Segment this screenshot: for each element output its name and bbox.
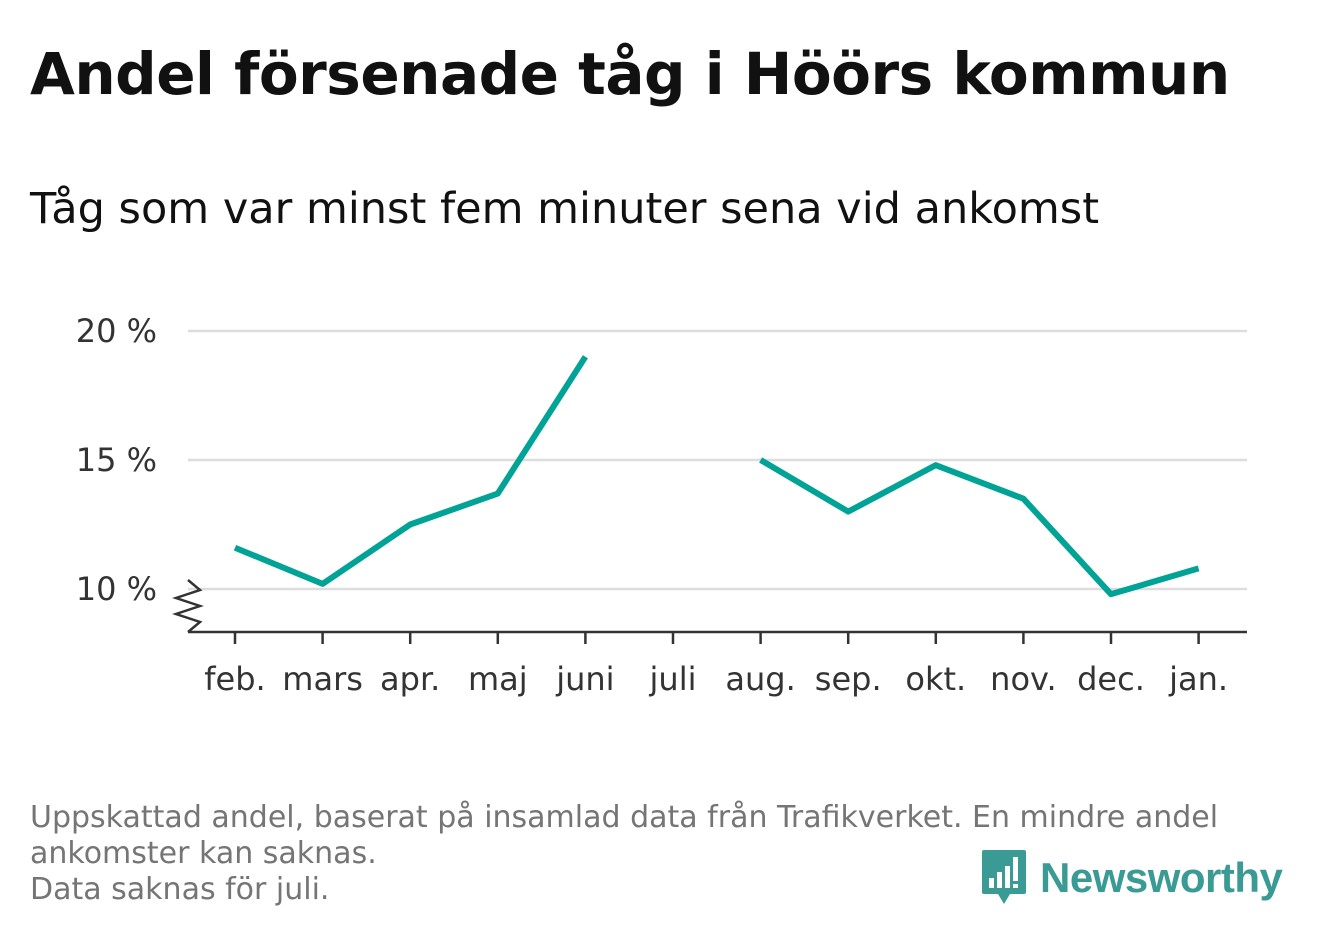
series-line bbox=[759, 457, 1200, 598]
y-tick-label: 10 % bbox=[76, 570, 157, 608]
y-tick-label: 15 % bbox=[76, 441, 157, 479]
y-axis-break-icon bbox=[172, 579, 204, 633]
x-tick-label: nov. bbox=[990, 660, 1056, 698]
x-tick-label: dec. bbox=[1077, 660, 1145, 698]
brand-name: Newsworthy bbox=[1040, 854, 1283, 901]
footnote-line-3: Data saknas för juli. bbox=[30, 872, 330, 907]
x-tick-label: sep. bbox=[815, 660, 882, 698]
series-line bbox=[233, 355, 588, 587]
line-chart: 10 % 15 % 20 % feb. mars apr. maj juni juli aug. s… bbox=[76, 312, 1247, 698]
x-tick-label: feb. bbox=[204, 660, 265, 698]
chart-title: Andel försenade tåg i Höörs kommun bbox=[30, 40, 1230, 108]
x-tick-label: maj bbox=[468, 660, 528, 698]
x-tick-label: juli bbox=[649, 660, 697, 698]
x-tick-label: aug. bbox=[725, 660, 795, 698]
footnote-line-2: ankomster kan saknas. bbox=[30, 836, 377, 871]
x-tick-label: mars bbox=[282, 660, 363, 698]
x-tick-label: apr. bbox=[380, 660, 440, 698]
x-tick-label: okt. bbox=[905, 660, 966, 698]
x-tick-label: juni bbox=[555, 660, 614, 698]
x-tick-label: jan. bbox=[1168, 660, 1228, 698]
footnote-line-1: Uppskattad andel, baserat på insamlad da… bbox=[30, 800, 1219, 835]
brand-logo: Newsworthy bbox=[980, 848, 1283, 908]
footnote: Uppskattad andel, baserat på insamlad da… bbox=[30, 800, 1280, 908]
bar-chart-logo-icon bbox=[982, 850, 1026, 904]
y-tick-label: 20 % bbox=[76, 312, 157, 350]
chart-subtitle: Tåg som var minst fem minuter sena vid a… bbox=[30, 184, 1100, 234]
